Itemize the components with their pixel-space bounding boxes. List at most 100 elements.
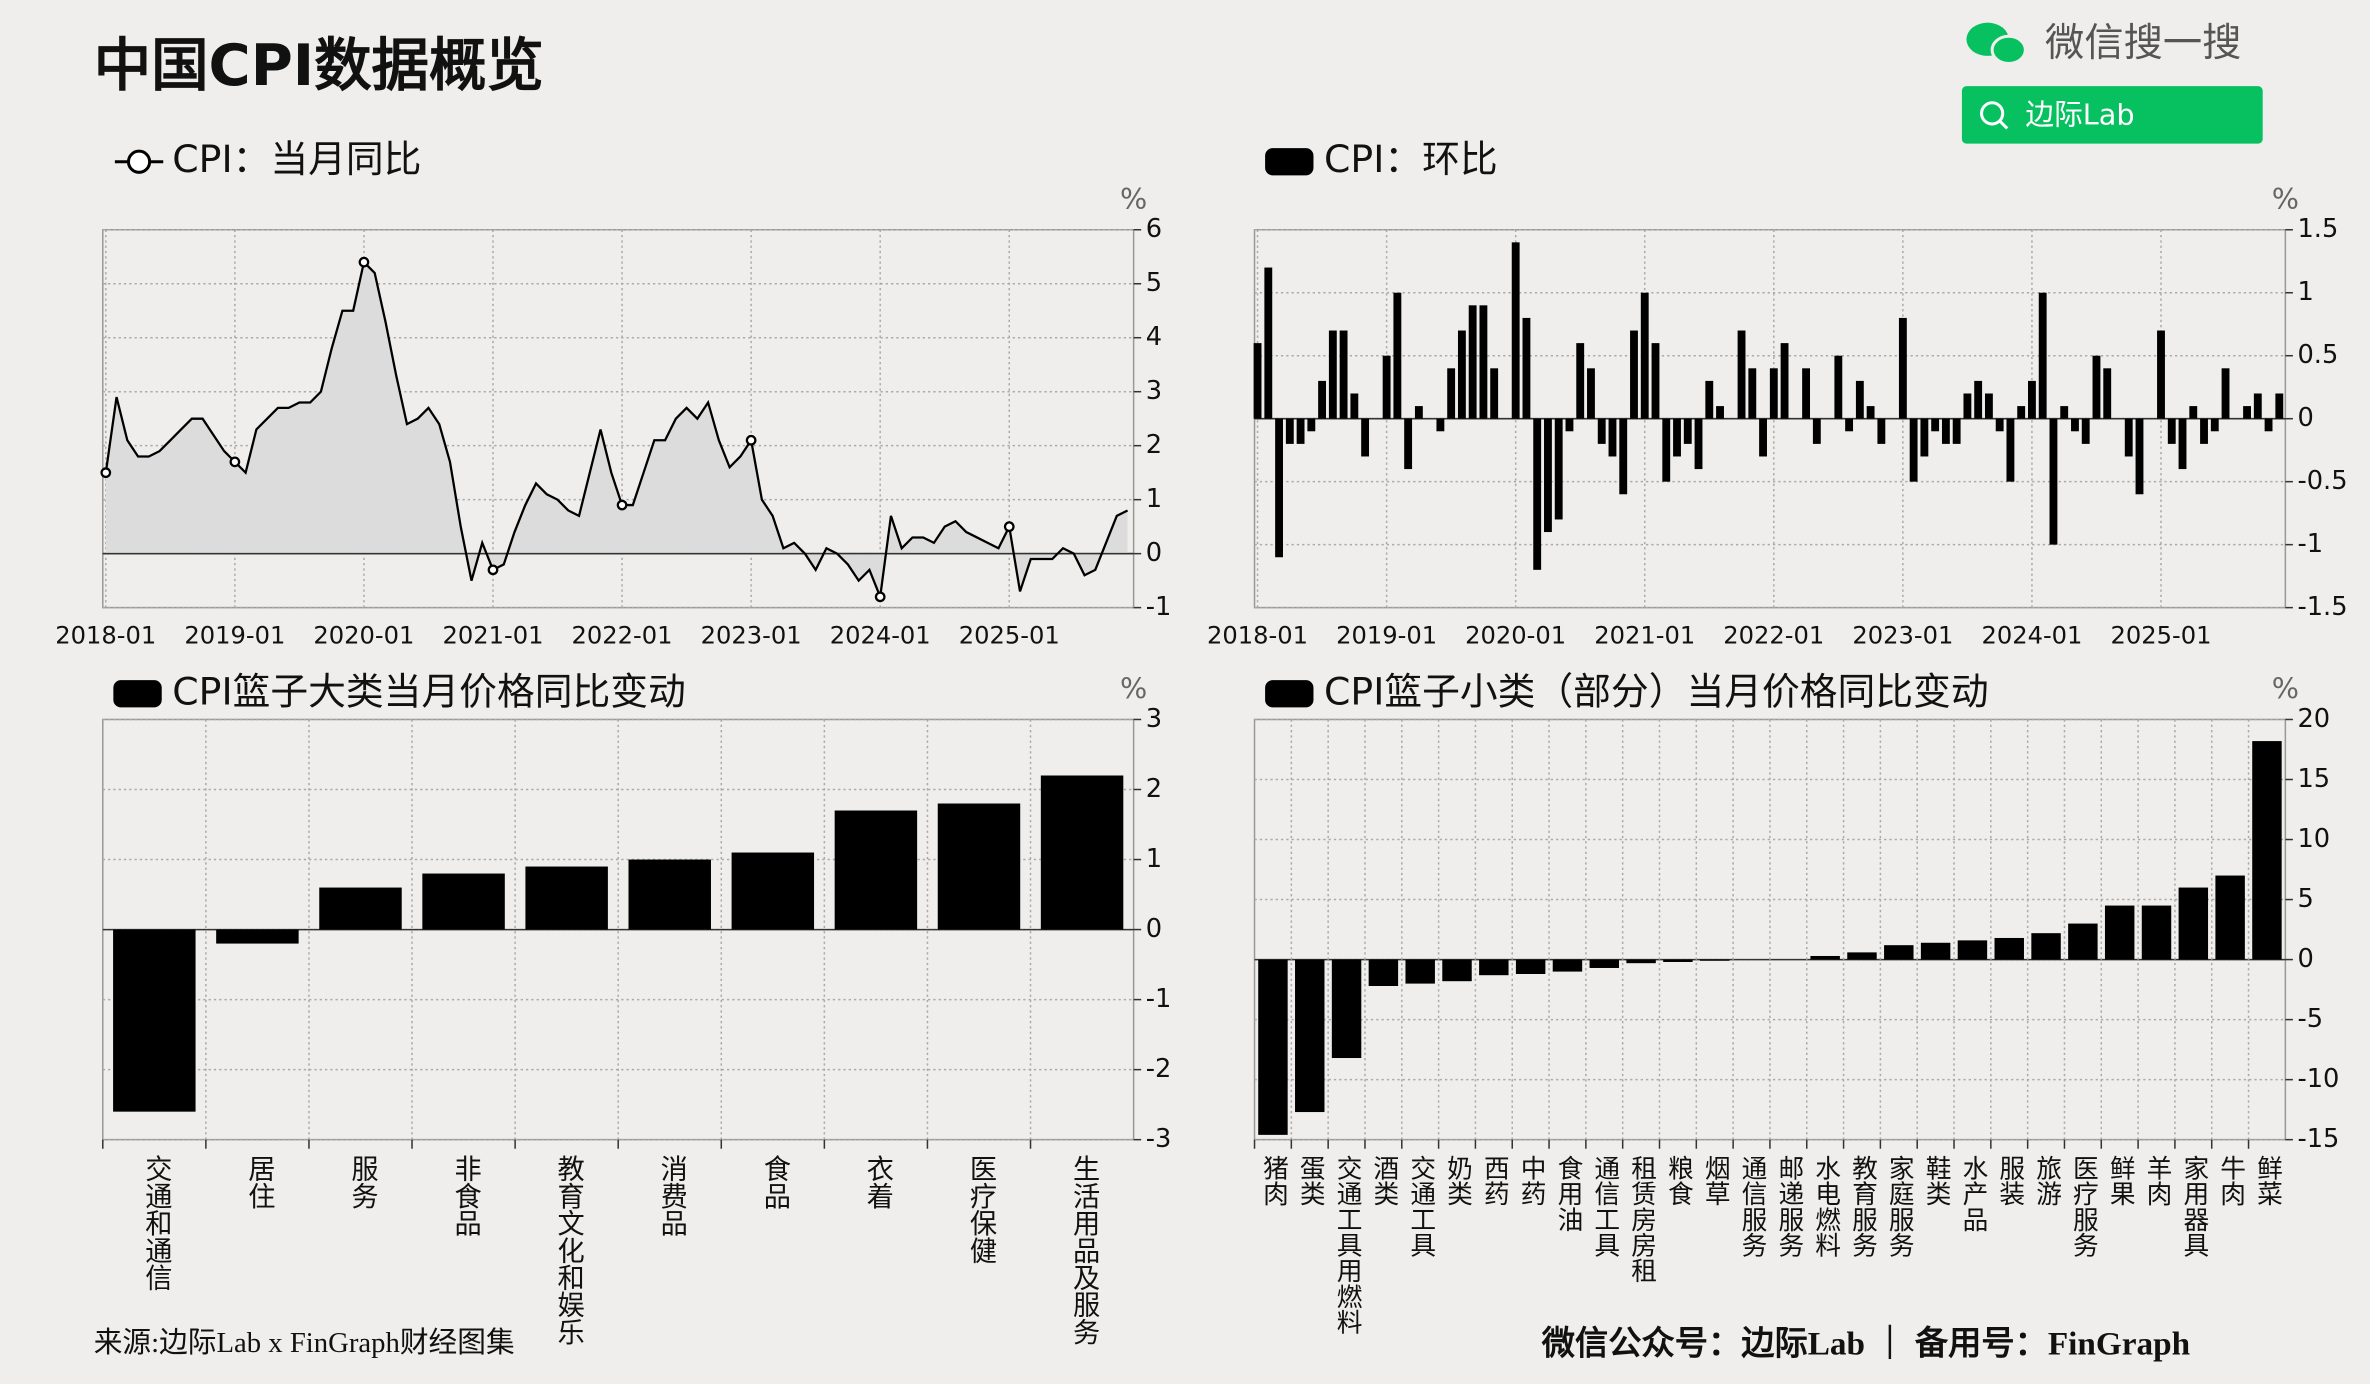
marker [100, 467, 112, 479]
x-tick-label: 鲜菜 [2252, 1154, 2282, 1206]
x-tick-label: 中药 [1516, 1154, 1546, 1206]
y-tick-label: 10 [2297, 824, 2330, 854]
y-tick-label: 4 [1146, 322, 1162, 352]
bar [1295, 959, 1325, 1113]
bar [1490, 368, 1499, 419]
bar [1994, 937, 2024, 960]
x-tick-label: 服装 [1995, 1155, 2025, 1206]
search-button-label[interactable]: 边际Lab [2025, 97, 2134, 131]
bar [1318, 380, 1327, 419]
bar [1952, 418, 1961, 444]
x-tick-label: 医疗服务 [2068, 1155, 2098, 1258]
x-tick-label: 2022-01 [572, 621, 673, 649]
bar [2189, 406, 2198, 419]
y-tick-label: 0 [1146, 914, 1162, 944]
bar [1447, 368, 1456, 419]
y-tick-label: 3 [1146, 376, 1162, 406]
bar [1957, 940, 1988, 960]
y-tick-label: -0.5 [2297, 466, 2347, 496]
bar [1941, 418, 1950, 444]
bar [1576, 343, 1585, 419]
bar [1554, 418, 1563, 520]
bar [2157, 330, 2165, 419]
bar [2031, 933, 2061, 960]
bar [2215, 875, 2245, 960]
bar [1040, 775, 1124, 930]
marker [1003, 521, 1015, 533]
bar [628, 859, 711, 930]
bar [1834, 355, 1843, 419]
x-tick-label: 交通工具 [1406, 1154, 1436, 1257]
bar [2167, 418, 2176, 444]
bar [1253, 343, 1262, 419]
x-tick-label: 2023-01 [1852, 621, 1953, 649]
bar [1802, 368, 1811, 419]
y-tick-label: 0.5 [2297, 340, 2338, 370]
bar [216, 929, 299, 944]
x-tick-label: 旅游 [2032, 1154, 2062, 1206]
y-tick-label: 1 [1146, 844, 1162, 874]
bar [1694, 418, 1703, 470]
bar [1759, 418, 1767, 457]
bar [1920, 942, 1951, 960]
bar [2253, 393, 2262, 419]
y-tick-label: 0 [1146, 538, 1162, 568]
bar [1442, 959, 1472, 982]
bar [1414, 406, 1423, 419]
bar [1630, 330, 1638, 419]
bar [1285, 418, 1294, 444]
x-tick-label: 2020-01 [313, 621, 414, 649]
bar [2028, 380, 2036, 419]
y-tick-label: -2 [1146, 1054, 1172, 1084]
bar [2243, 406, 2251, 419]
bar [2068, 923, 2098, 960]
area [105, 262, 1128, 597]
chart-title: CPI篮子小类（部分）当月价格同比变动 [1324, 669, 1989, 713]
bar [1662, 418, 1671, 482]
bar [1404, 418, 1413, 470]
x-tick-label: 通信服务 [1737, 1155, 1767, 1258]
source: 来源:边际Lab x FinGraph财经图集 [94, 1327, 515, 1359]
x-tick-label: 粮食 [1663, 1154, 1693, 1206]
search-icon [1998, 119, 2009, 130]
x-tick-label: 鲜果 [2105, 1154, 2135, 1206]
bar [1705, 380, 1714, 419]
line [104, 259, 1129, 602]
x-tick-label: 2025-01 [959, 621, 1060, 649]
x-tick-label: 2021-01 [1594, 621, 1695, 649]
x-tick-label: 医疗保健 [964, 1155, 997, 1264]
bar [1331, 959, 1362, 1059]
bar [2049, 418, 2058, 545]
bar [1619, 418, 1628, 495]
x-tick-label: 水电燃料 [1811, 1154, 1841, 1257]
bar [1544, 418, 1552, 533]
y-tick-label: 1 [1146, 484, 1162, 514]
bar [2252, 741, 2282, 960]
bar [113, 929, 196, 1112]
bar [1296, 418, 1305, 444]
x-tick-label: 西药 [1479, 1155, 1509, 1206]
chart-title: CPI：环比 [1324, 137, 1498, 181]
bar [2221, 368, 2230, 419]
bar [1780, 343, 1789, 419]
x-tick-label: 服务 [346, 1155, 379, 1209]
legend-icon [1265, 680, 1314, 708]
bar [1307, 418, 1316, 432]
y-tick-label: -15 [2297, 1124, 2339, 1154]
unit-label: % [2272, 182, 2299, 216]
y-tick-label: -1 [1146, 984, 1172, 1014]
search-button[interactable] [1961, 86, 2263, 144]
x-tick-label: 烟草 [1700, 1154, 1730, 1206]
bar [1328, 330, 1337, 419]
bar [1909, 418, 1918, 482]
bar [1640, 292, 1649, 419]
bar [1350, 393, 1359, 419]
x-tick-label: 羊肉 [2142, 1154, 2172, 1206]
marker [874, 591, 886, 603]
bar [2038, 292, 2047, 419]
y-tick-label: 3 [1146, 704, 1162, 734]
x-tick-label: 2021-01 [442, 621, 543, 649]
y-tick-label: 2 [1146, 430, 1162, 460]
